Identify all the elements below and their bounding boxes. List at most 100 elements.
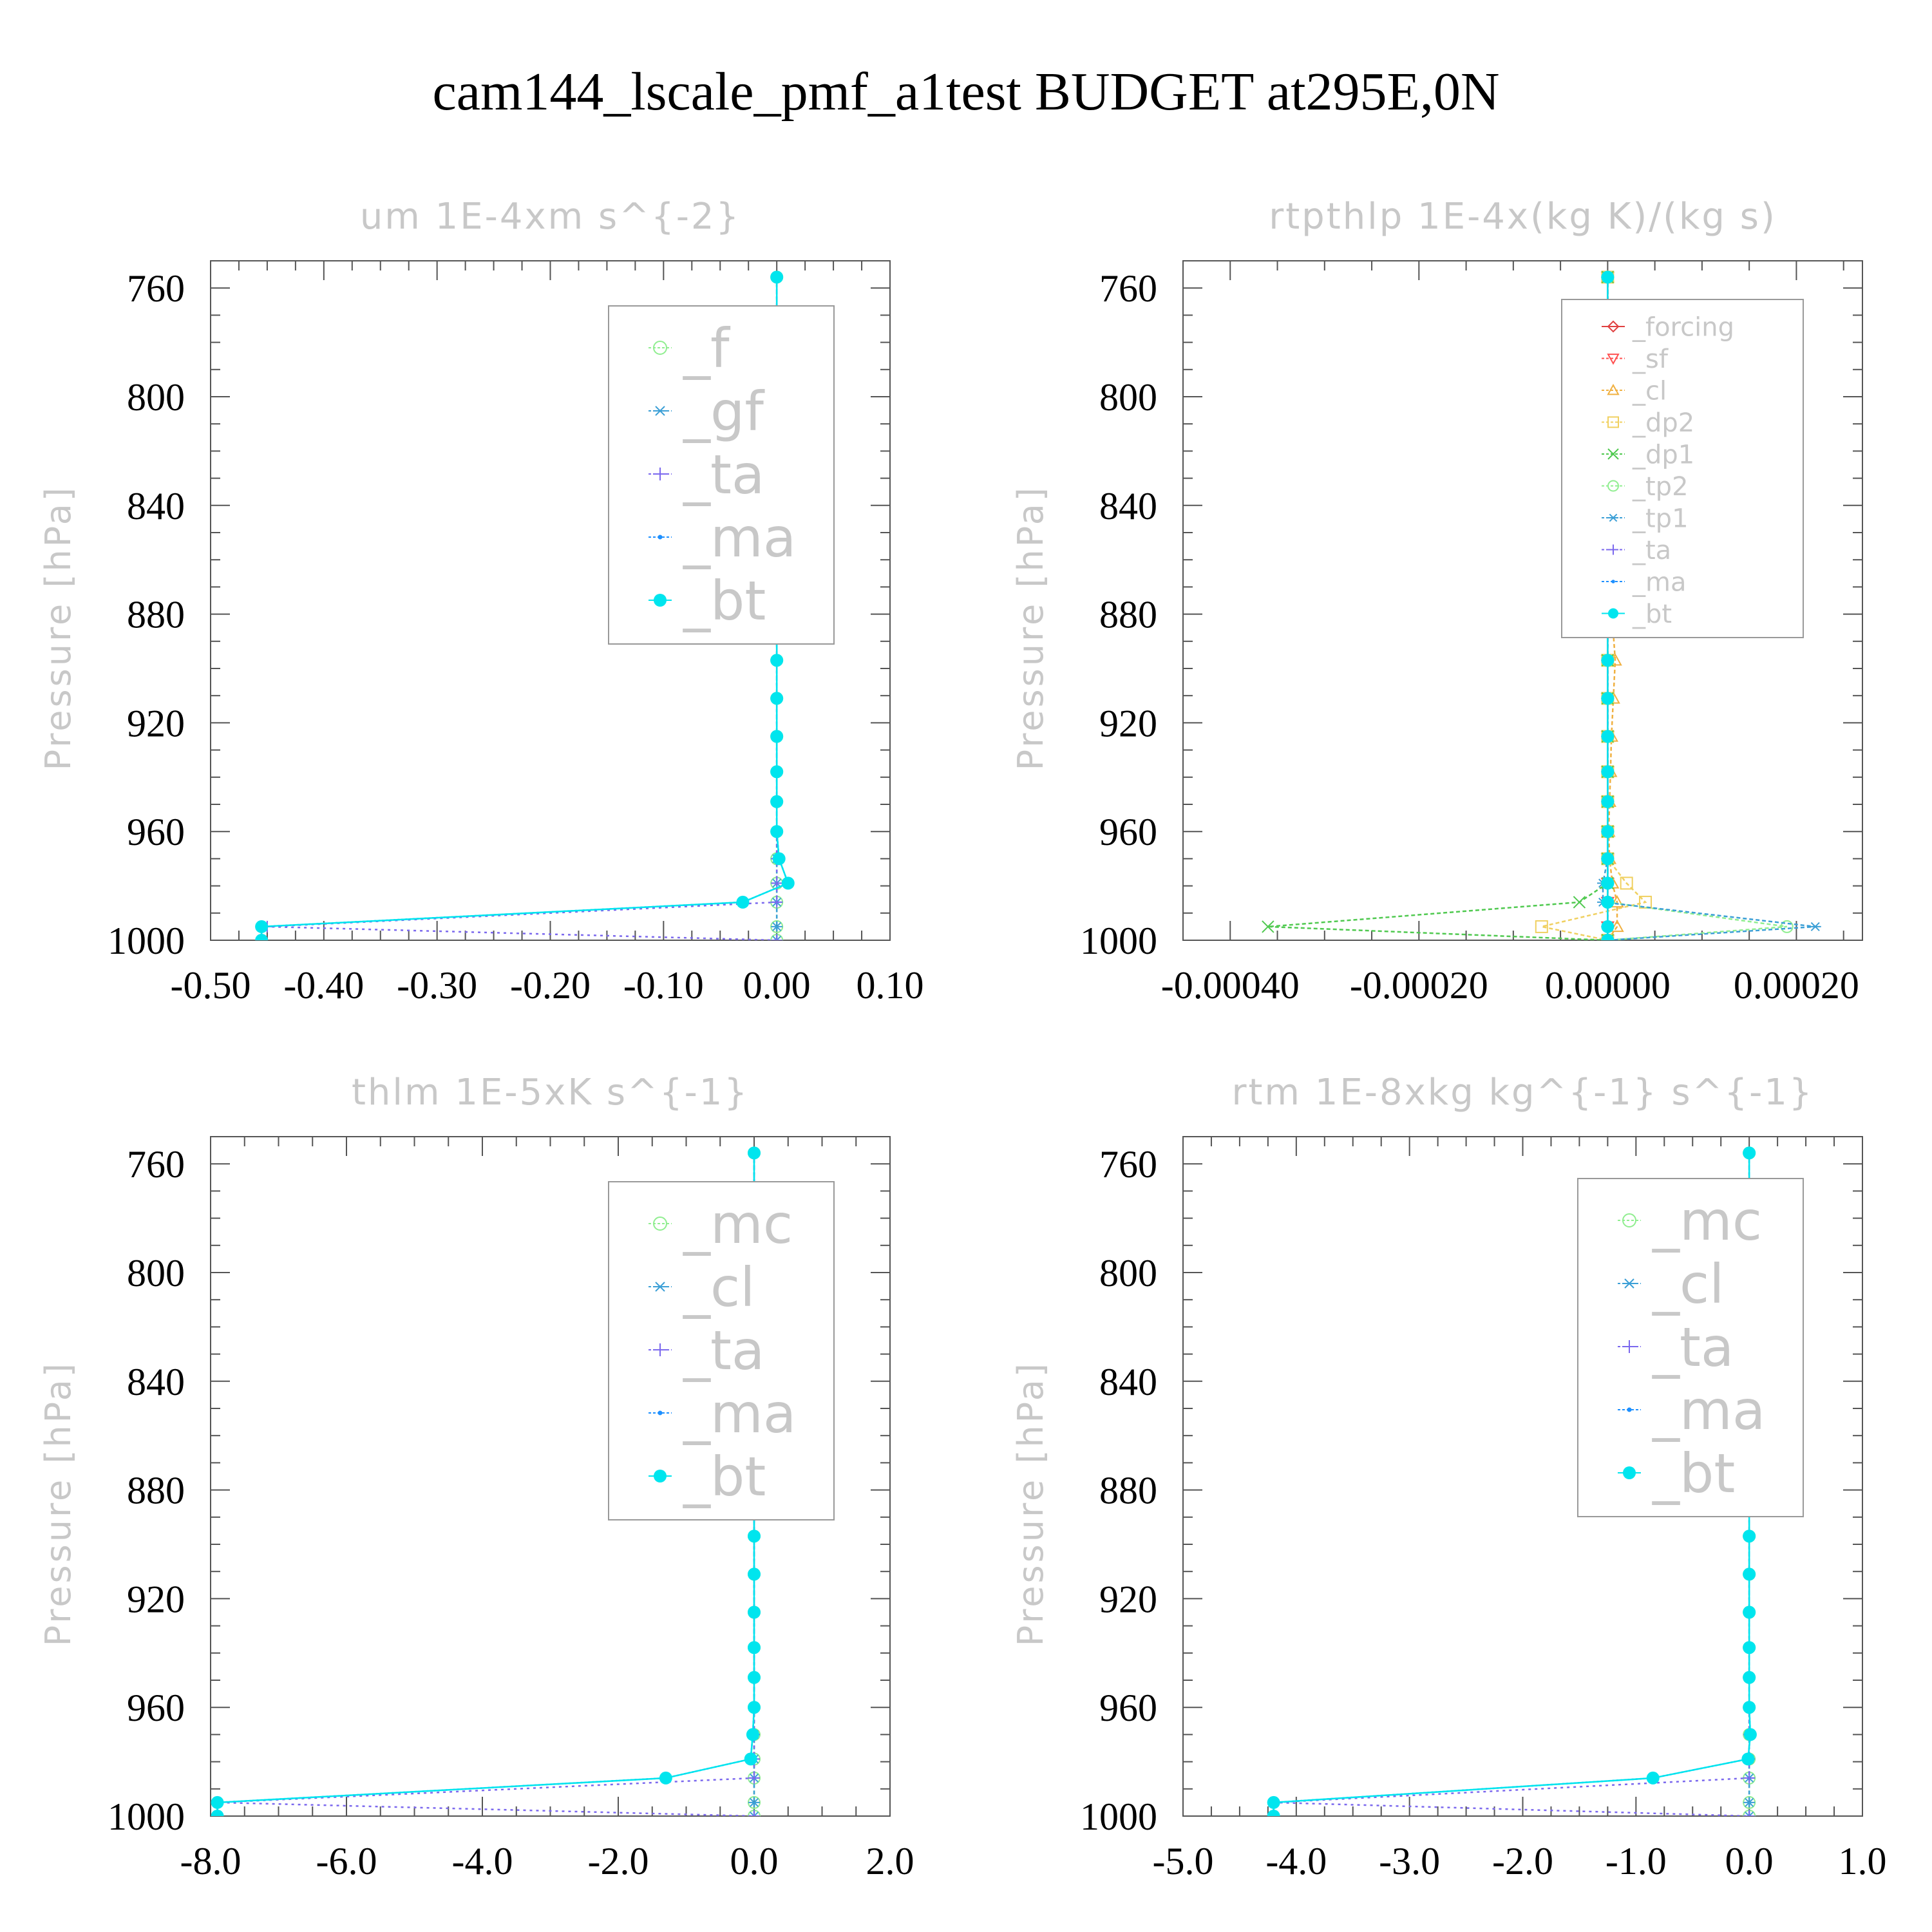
data-point	[1601, 795, 1615, 808]
legend-marker	[654, 1470, 667, 1482]
legend-label: _bt	[683, 569, 766, 632]
legend-label: _ta	[683, 1319, 764, 1382]
data-point	[736, 895, 750, 909]
y-tick-label: 760	[127, 1143, 185, 1186]
legend-label: _gf	[683, 380, 765, 443]
data-point	[1743, 1671, 1756, 1684]
legend-marker	[654, 594, 667, 607]
data-point	[1743, 1605, 1756, 1619]
y-tick-label: 960	[127, 1687, 185, 1729]
data-point	[771, 896, 783, 908]
y-tick-label: 760	[127, 267, 185, 310]
legend-marker	[1622, 1213, 1636, 1227]
legend-marker	[1623, 1278, 1636, 1289]
legend-box	[1577, 1178, 1804, 1517]
legend-marker	[658, 535, 663, 540]
legend-marker	[1607, 383, 1620, 395]
data-point	[1743, 1811, 1756, 1816]
x-tick-label: -0.00020	[1350, 964, 1488, 1007]
legend-label: _bt	[683, 1445, 766, 1508]
legend-label: _bt	[1632, 600, 1672, 629]
data-point	[748, 1701, 761, 1714]
x-tick-label: -2.0	[1492, 1840, 1553, 1882]
legend-label: _ta	[1632, 536, 1671, 565]
data-point	[770, 692, 784, 705]
data-point	[1780, 920, 1794, 933]
data-point	[1743, 1567, 1756, 1581]
panel-title: rtpthlp 1E-4x(kg K)/(kg s)	[1269, 196, 1777, 238]
data-point	[748, 1810, 760, 1816]
data-point	[1601, 825, 1615, 838]
chart-panel: rtpthlp 1E-4x(kg K)/(kg s) Pressure [hPa]…	[1010, 196, 1863, 1007]
legend-label: _forcing	[1632, 312, 1734, 342]
x-tick-label: -4.0	[1265, 1840, 1327, 1882]
y-tick-label: 880	[127, 1470, 185, 1512]
legend-box	[608, 1181, 835, 1520]
panel-title: um 1E-4xm s^{-2}	[360, 196, 741, 238]
x-tick-label: 0.00000	[1545, 964, 1671, 1007]
data-point	[1743, 1146, 1756, 1160]
data-point	[1610, 919, 1624, 933]
figure-title: cam144_lscale_pmf_a1test BUDGET at295E,0…	[432, 62, 1499, 122]
chart-panel: um 1E-4xm s^{-2} Pressure [hPa] 760 800 840 8…	[38, 196, 924, 1007]
data-point	[1743, 1810, 1756, 1816]
legend-marker	[658, 1410, 663, 1416]
legend-marker	[654, 1343, 667, 1356]
y-tick-label: 760	[1099, 1143, 1157, 1186]
legend-marker	[1623, 1466, 1636, 1479]
legend-label: _dp2	[1632, 408, 1694, 438]
x-tick-label: -8.0	[180, 1840, 242, 1882]
data-point	[770, 730, 784, 743]
x-tick-label: 2.0	[866, 1840, 914, 1882]
y-tick-label: 920	[1099, 702, 1157, 744]
data-point	[748, 1671, 761, 1684]
y-axis-label: Pressure [hPa]	[1010, 1361, 1051, 1646]
legend-marker	[1627, 1407, 1632, 1412]
y-tick-label: 880	[127, 594, 185, 636]
data-point	[659, 1771, 672, 1785]
legend-label: _ta	[683, 443, 764, 506]
y-tick-label: 800	[1099, 376, 1157, 419]
x-tick-label: -0.10	[623, 964, 704, 1007]
legend-label: _bt	[1652, 1442, 1735, 1505]
data-point	[770, 765, 784, 779]
y-tick-label: 840	[1099, 1361, 1157, 1403]
data-point	[746, 1728, 759, 1741]
y-tick-label: 1000	[1080, 920, 1157, 962]
data-point	[748, 1772, 760, 1784]
legend-label: _cl	[1632, 376, 1667, 406]
data-point	[1601, 934, 1615, 940]
y-tick-label: 840	[1099, 485, 1157, 527]
legend-marker	[1608, 544, 1618, 555]
legend-box	[608, 305, 835, 645]
data-point	[1741, 1752, 1755, 1766]
chart-panel: rtm 1E-8xkg kg^{-1} s^{-1} Pressure [hPa]…	[1010, 1072, 1887, 1882]
data-point	[1601, 730, 1615, 743]
data-point	[1620, 876, 1633, 890]
legend-label: _mc	[683, 1193, 793, 1256]
legend: _forcing _sf_cl_dp2_dp1 _tp2_tp1 _ta_ma _bt	[1561, 299, 1804, 638]
x-tick-label: -1.0	[1605, 1840, 1667, 1882]
data-point	[1262, 920, 1274, 933]
data-point	[1743, 1530, 1756, 1543]
data-point	[1743, 1797, 1756, 1807]
legend: _mc_cl_ta_ma_bt	[608, 1181, 835, 1520]
panel-title: thlm 1E-5xK s^{-1}	[352, 1072, 749, 1113]
x-tick-label: -3.0	[1379, 1840, 1440, 1882]
y-tick-label: 920	[1099, 1578, 1157, 1620]
data-point	[748, 1567, 761, 1581]
legend-marker	[653, 341, 667, 355]
legend-label: _tp2	[1632, 472, 1689, 502]
data-point	[1267, 1795, 1280, 1809]
panel-title: rtm 1E-8xkg kg^{-1} s^{-1}	[1231, 1072, 1814, 1113]
data-point	[1601, 654, 1615, 667]
legend-marker	[654, 406, 667, 416]
x-tick-label: -4.0	[452, 1840, 513, 1882]
x-tick-label: -0.40	[283, 964, 364, 1007]
data-point	[1535, 920, 1548, 933]
data-point	[1610, 895, 1624, 908]
data-point	[748, 1811, 760, 1816]
legend-label: _cl	[683, 1256, 755, 1319]
data-point	[1638, 895, 1652, 909]
data-point	[771, 922, 783, 931]
